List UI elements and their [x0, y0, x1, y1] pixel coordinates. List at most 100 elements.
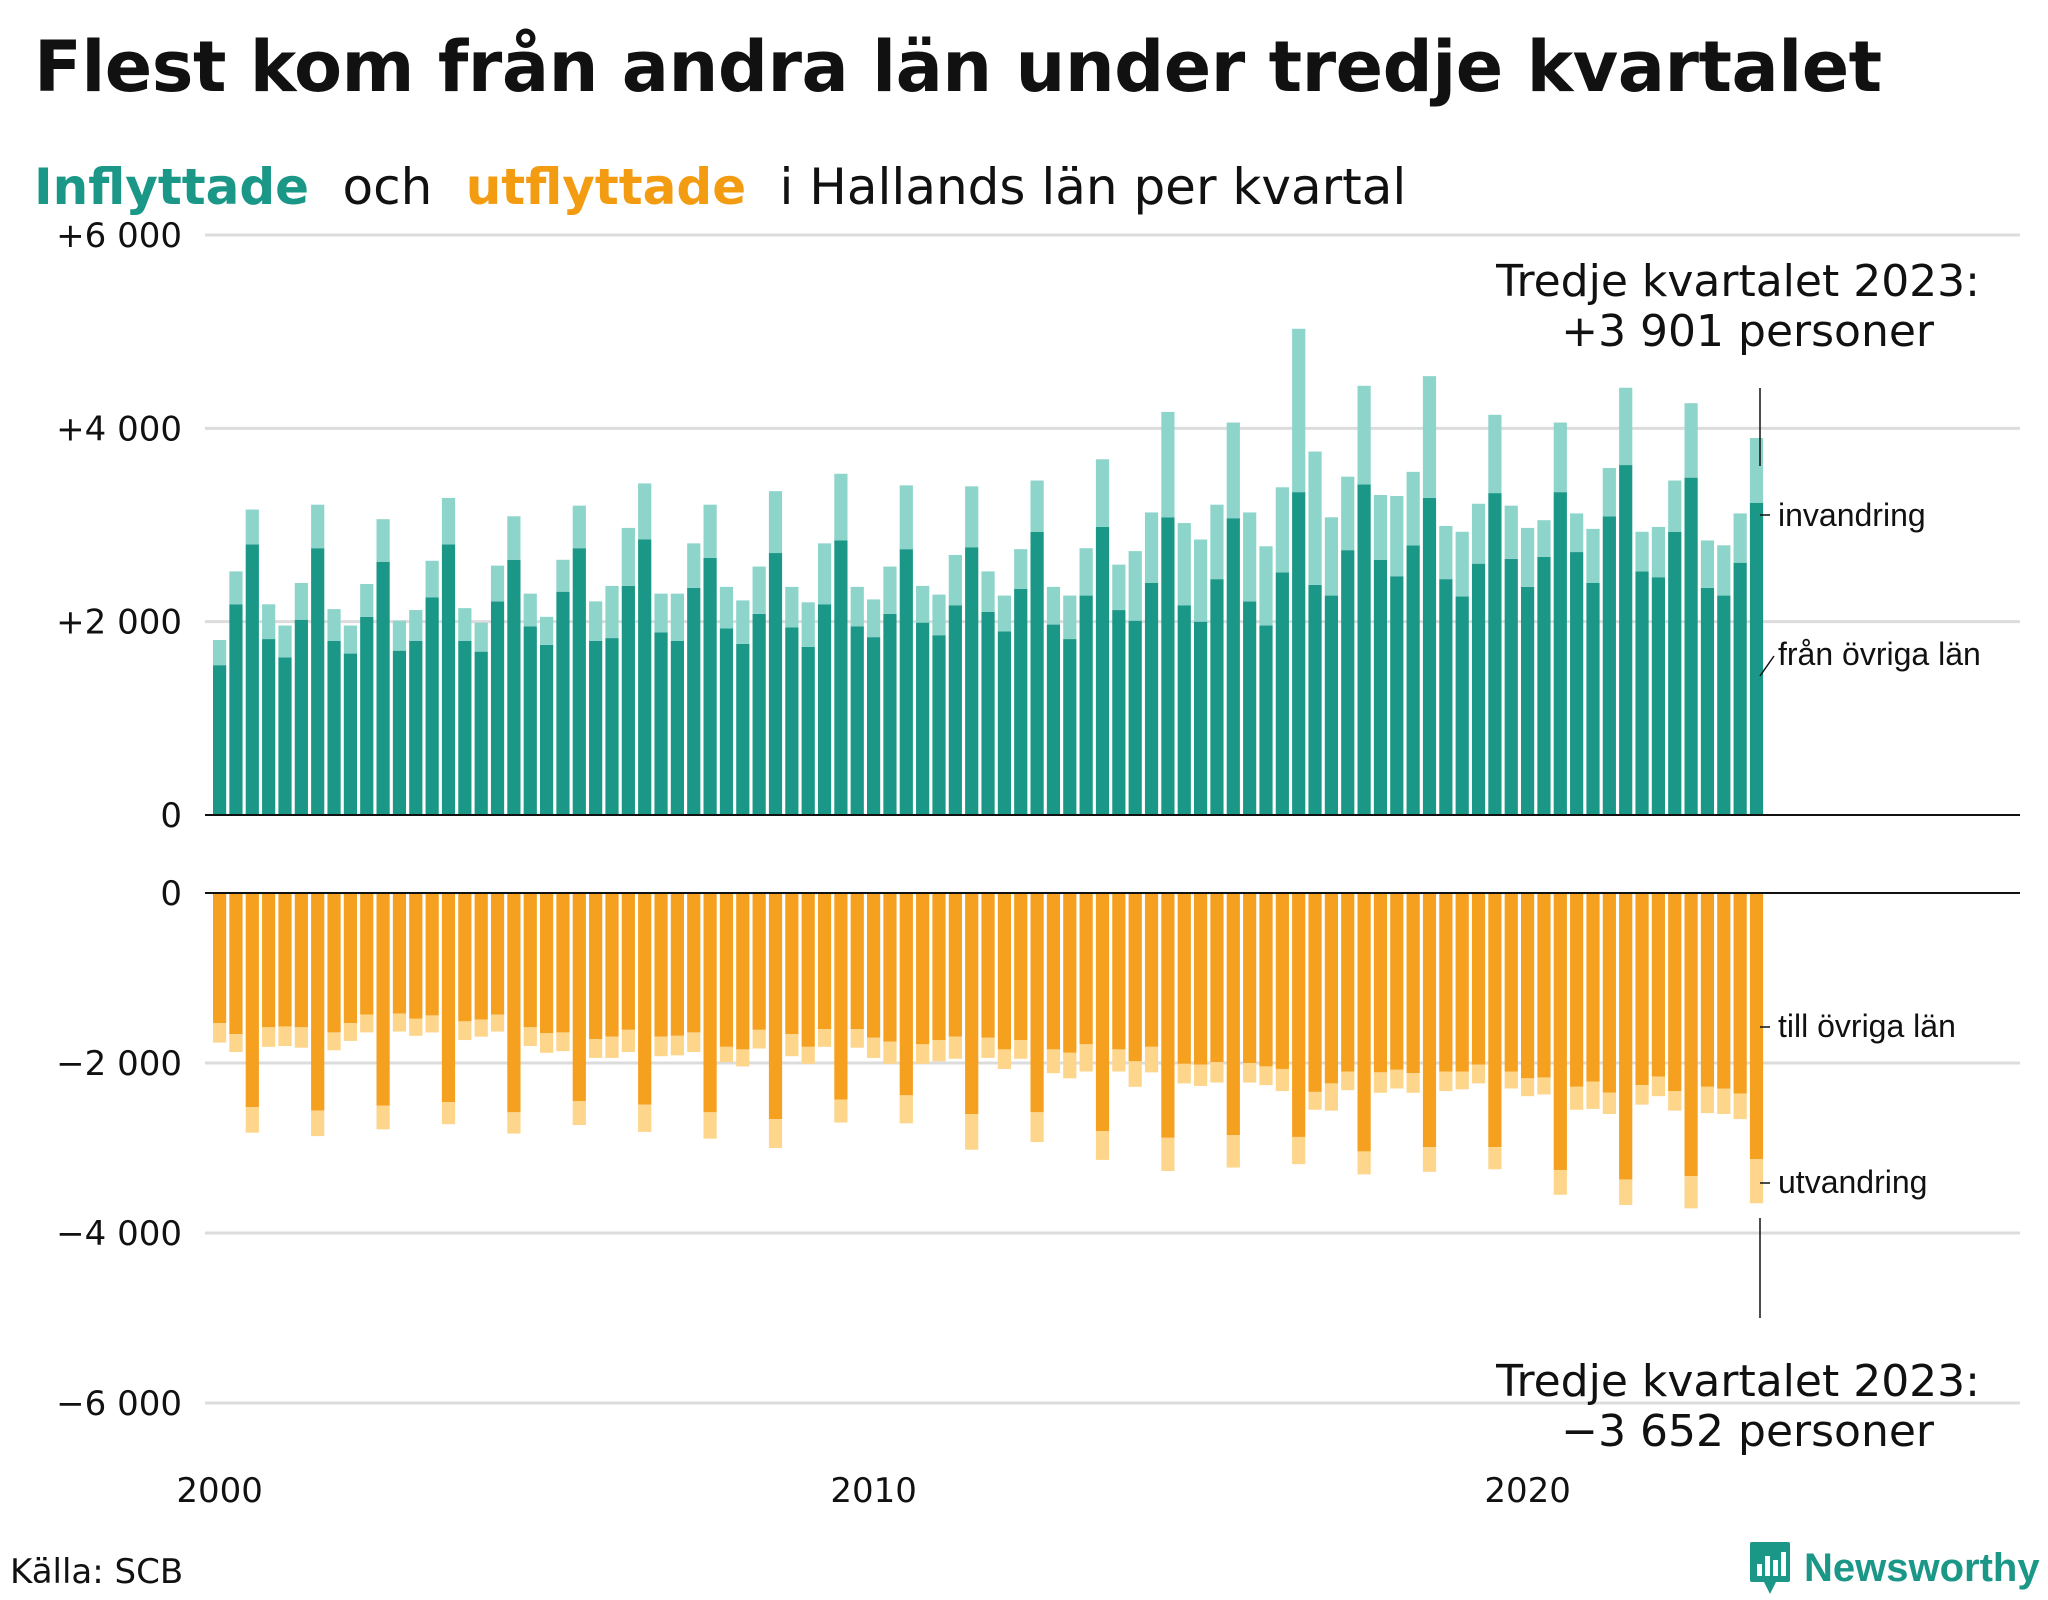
bar-till-ovriga-lan — [1079, 893, 1093, 1045]
series-label-utvandring: utvandring — [1778, 1164, 1927, 1200]
bar-utvandring — [1128, 1061, 1142, 1087]
bar-till-ovriga-lan — [654, 893, 668, 1037]
bar-till-ovriga-lan — [1471, 893, 1486, 1065]
bar-fran-ovriga-lan — [1144, 583, 1159, 815]
bar-fran-ovriga-lan — [670, 641, 684, 815]
bar-invandring — [392, 620, 407, 651]
bar-fran-ovriga-lan — [360, 616, 374, 815]
bar-till-ovriga-lan — [1635, 893, 1649, 1086]
bar-utvandring — [867, 1037, 881, 1058]
bar-invandring — [1471, 503, 1486, 564]
bar-fran-ovriga-lan — [1521, 586, 1535, 815]
bar-invandring — [883, 566, 897, 614]
bar-till-ovriga-lan — [916, 893, 930, 1045]
bar-fran-ovriga-lan — [540, 644, 554, 815]
bar-invandring — [1504, 505, 1518, 559]
bar-invandring — [1210, 504, 1224, 580]
bar-utvandring — [1635, 1085, 1649, 1105]
newsworthy-logo-icon — [1750, 1542, 1790, 1594]
bar-utvandring — [1570, 1086, 1584, 1110]
bar-invandring — [1357, 385, 1371, 485]
bar-invandring — [556, 559, 570, 592]
bar-utvandring — [278, 1026, 292, 1046]
bar-fran-ovriga-lan — [1243, 601, 1257, 815]
bar-fran-ovriga-lan — [801, 646, 815, 815]
bar-invandring — [801, 602, 815, 647]
bar-till-ovriga-lan — [262, 893, 276, 1028]
bar-utvandring — [1259, 1066, 1273, 1086]
bar-fran-ovriga-lan — [392, 650, 407, 815]
bar-invandring — [1651, 526, 1665, 578]
bar-fran-ovriga-lan — [850, 626, 864, 815]
bar-till-ovriga-lan — [1324, 893, 1338, 1084]
bar-utvandring — [1521, 1078, 1535, 1097]
bar-till-ovriga-lan — [736, 893, 750, 1050]
bar-invandring — [1406, 471, 1420, 546]
bar-utvandring — [213, 1023, 227, 1043]
bar-utvandring — [1684, 1176, 1698, 1209]
bar-fran-ovriga-lan — [768, 553, 783, 815]
bar-fran-ovriga-lan — [425, 597, 439, 815]
bar-fran-ovriga-lan — [1259, 625, 1273, 815]
bar-utvandring — [1324, 1083, 1338, 1111]
bar-till-ovriga-lan — [1177, 893, 1191, 1064]
bars-inflyttade — [213, 328, 1764, 815]
bar-till-ovriga-lan — [834, 893, 848, 1100]
bar-utvandring — [1504, 1071, 1518, 1089]
bar-utvandring — [883, 1041, 897, 1064]
x-tick-label: 2010 — [830, 1471, 917, 1511]
bar-fran-ovriga-lan — [376, 561, 390, 815]
bar-fran-ovriga-lan — [621, 585, 635, 815]
bar-invandring — [981, 571, 995, 612]
bar-till-ovriga-lan — [801, 893, 815, 1047]
bar-utvandring — [1243, 1063, 1257, 1083]
bar-utvandring — [360, 1014, 374, 1033]
bar-fran-ovriga-lan — [343, 653, 357, 815]
bar-utvandring — [670, 1035, 684, 1056]
bar-till-ovriga-lan — [817, 893, 832, 1029]
bar-till-ovriga-lan — [1243, 893, 1257, 1063]
bar-fran-ovriga-lan — [1717, 595, 1731, 815]
bar-till-ovriga-lan — [638, 893, 652, 1105]
bar-invandring — [1537, 520, 1551, 557]
bar-till-ovriga-lan — [932, 893, 946, 1041]
bar-fran-ovriga-lan — [1504, 558, 1518, 815]
bar-utvandring — [1210, 1062, 1224, 1083]
bar-till-ovriga-lan — [425, 893, 439, 1016]
bar-invandring — [605, 585, 619, 639]
bar-invandring — [1177, 523, 1191, 606]
bar-fran-ovriga-lan — [1341, 550, 1355, 815]
bar-till-ovriga-lan — [1570, 893, 1584, 1087]
bar-fran-ovriga-lan — [981, 612, 995, 815]
bar-till-ovriga-lan — [1390, 893, 1404, 1070]
subtitle-och: och — [342, 158, 433, 216]
bar-invandring — [1194, 539, 1208, 622]
bar-till-ovriga-lan — [965, 893, 979, 1114]
bar-till-ovriga-lan — [1161, 893, 1175, 1138]
bar-fran-ovriga-lan — [817, 604, 832, 815]
bar-till-ovriga-lan — [1684, 893, 1698, 1177]
bar-till-ovriga-lan — [1292, 893, 1306, 1137]
bar-till-ovriga-lan — [981, 893, 995, 1038]
bar-invandring — [343, 625, 357, 654]
bar-utvandring — [1341, 1071, 1355, 1091]
bar-till-ovriga-lan — [1275, 893, 1289, 1069]
bar-utvandring — [1651, 1076, 1665, 1097]
bar-utvandring — [1471, 1064, 1486, 1084]
bar-utvandring — [1194, 1064, 1208, 1086]
bar-invandring — [262, 604, 276, 640]
bar-till-ovriga-lan — [589, 893, 603, 1040]
bar-fran-ovriga-lan — [997, 631, 1011, 815]
bar-invandring — [523, 593, 537, 627]
bar-till-ovriga-lan — [687, 893, 701, 1033]
bar-utvandring — [817, 1029, 832, 1047]
bar-fran-ovriga-lan — [1700, 587, 1715, 815]
bar-till-ovriga-lan — [1488, 893, 1502, 1148]
x-tick-label: 2020 — [1484, 1471, 1571, 1511]
bar-utvandring — [1390, 1069, 1404, 1089]
bar-till-ovriga-lan — [1537, 893, 1551, 1078]
bar-fran-ovriga-lan — [1668, 531, 1682, 815]
bar-fran-ovriga-lan — [1046, 624, 1061, 815]
bar-utvandring — [850, 1029, 864, 1048]
bar-fran-ovriga-lan — [523, 626, 537, 815]
